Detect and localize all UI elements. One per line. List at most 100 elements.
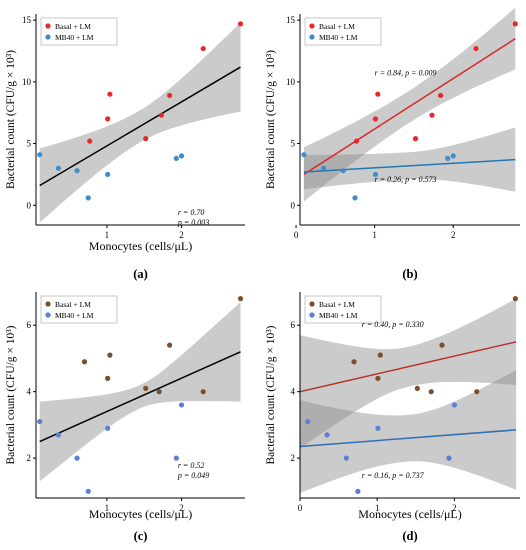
y-axis-label: Bacterial count (CFU/g × 10³) <box>265 50 277 189</box>
y-tick-label: 0 <box>291 200 296 210</box>
data-point-series-1 <box>156 389 162 395</box>
data-point-series-2 <box>343 455 349 461</box>
x-tick-label: 1 <box>105 230 110 240</box>
data-point-series-2 <box>105 171 111 178</box>
data-point-series-1 <box>158 112 164 118</box>
y-tick-label: 5 <box>291 139 296 149</box>
panel-label: (d) <box>402 529 417 543</box>
x-tick-label: 2 <box>452 503 457 513</box>
stat-annotation: r = 0.40, p = 0.330 <box>362 320 424 329</box>
x-axis-label: Monocytes (cells/μL) <box>89 507 192 521</box>
data-point-series-2 <box>178 153 185 159</box>
x-tick-label: 2 <box>451 230 456 240</box>
data-point-series-1 <box>353 138 360 144</box>
data-point-series-1 <box>107 352 113 358</box>
y-tick-label: 2 <box>291 453 296 463</box>
stat-annotation: r = 0.16, p = 0.737 <box>362 471 425 480</box>
data-point-series-1 <box>237 296 244 302</box>
data-point-series-2 <box>352 195 358 201</box>
data-point-series-2 <box>450 153 456 159</box>
y-tick-label: 4 <box>27 387 32 397</box>
data-point-series-1 <box>372 116 379 122</box>
data-point-series-2 <box>320 165 327 171</box>
x-tick-label: 2 <box>179 230 184 240</box>
legend-marker <box>309 23 315 29</box>
confidence-band-1 <box>39 302 241 482</box>
data-point-series-1 <box>200 389 206 395</box>
data-point-series-1 <box>105 375 111 381</box>
y-tick-label: 4 <box>291 387 296 397</box>
data-point-series-2 <box>37 418 43 425</box>
data-point-series-1 <box>351 359 357 365</box>
panel-label: (c) <box>134 529 148 543</box>
data-point-series-2 <box>55 432 61 438</box>
data-point-series-2 <box>173 155 179 161</box>
legend-label: MB40 + LM <box>319 33 358 42</box>
data-point-series-1 <box>237 21 244 27</box>
data-point-series-1 <box>414 385 420 391</box>
data-point-series-1 <box>143 385 149 391</box>
data-point-series-1 <box>375 91 381 97</box>
data-point-series-2 <box>446 455 452 461</box>
data-point-series-2 <box>74 455 80 461</box>
data-point-series-1 <box>377 352 383 358</box>
regression-line-1 <box>39 351 241 443</box>
legend-label: Basal + LM <box>55 300 91 309</box>
y-tick-label: 15 <box>286 15 296 25</box>
y-tick-label: 0 <box>27 200 32 210</box>
data-point-series-1 <box>107 91 113 97</box>
data-point-series-1 <box>512 21 518 27</box>
y-tick-label: 10 <box>22 77 32 87</box>
data-point-series-1 <box>143 136 149 142</box>
y-tick-label: 6 <box>291 320 296 330</box>
panel-label: (b) <box>402 267 417 281</box>
data-point-series-1 <box>438 92 444 99</box>
data-point-series-2 <box>301 152 307 158</box>
legend-box <box>40 295 118 324</box>
regression-line-1 <box>299 341 517 393</box>
data-point-series-2 <box>355 488 361 494</box>
regression-line-1 <box>39 66 241 187</box>
confidence-band-2 <box>300 370 517 493</box>
data-point-series-2 <box>340 168 346 174</box>
data-point-series-1 <box>412 136 419 142</box>
y-tick-label: 5 <box>27 139 32 149</box>
legend: Basal + LM MB40 + LM <box>304 295 382 324</box>
data-point-series-1 <box>167 342 173 348</box>
data-point-series-1 <box>200 45 206 52</box>
data-point-series-2 <box>375 425 381 431</box>
data-point-series-2 <box>74 168 80 174</box>
stat-annotation: p = 0.003 <box>177 218 209 227</box>
data-point-series-1 <box>167 92 173 99</box>
panel-label: (a) <box>133 267 148 281</box>
legend-marker <box>45 301 51 307</box>
data-point-series-1 <box>87 138 93 144</box>
data-point-series-1 <box>512 296 518 302</box>
legend-marker <box>309 301 315 307</box>
data-point-series-2 <box>105 425 111 431</box>
legend-label: MB40 + LM <box>55 311 94 320</box>
x-tick-label: 1 <box>372 230 377 240</box>
legend-label: Basal + LM <box>319 22 355 31</box>
x-axis-label: Monocytes (cells/μL) <box>358 507 461 521</box>
data-point-series-2 <box>305 418 311 425</box>
legend-marker <box>309 312 315 318</box>
stat-annotation: p = 0.049 <box>177 471 209 480</box>
data-point-series-2 <box>37 152 43 158</box>
chart-panel-1: 0 5 10 15 1 2 Basal + LM MB40 + LM r = 0.70p = 0… <box>5 14 245 281</box>
data-point-series-1 <box>429 112 435 118</box>
legend-label: MB40 + LM <box>319 311 358 320</box>
legend-box <box>304 295 382 324</box>
data-point-series-2 <box>173 455 179 461</box>
stat-annotation: r = 0.70 <box>178 208 205 217</box>
y-tick-label: 2 <box>27 453 32 463</box>
y-tick-label: 6 <box>27 320 32 330</box>
legend-box <box>40 17 118 46</box>
legend: Basal + LM MB40 + LM <box>40 295 118 324</box>
y-axis-label: Bacterial count (CFU/g × 10³) <box>5 325 17 464</box>
legend-marker <box>309 34 315 40</box>
chart-panel-3: 2 4 6 1 2 Basal + LM MB40 + LM r = 0.52p = 0.04… <box>5 292 245 543</box>
y-tick-label: 10 <box>286 77 296 87</box>
x-axis-label: Monocytes (cells/μL) <box>89 239 192 253</box>
